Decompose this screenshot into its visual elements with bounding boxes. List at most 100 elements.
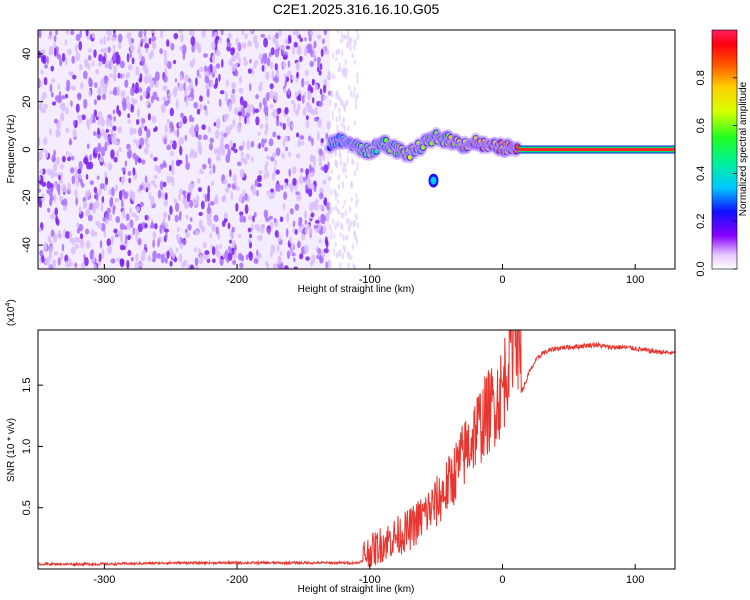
noise-speckle [166,89,170,95]
noise-fringe [334,102,337,110]
noise-speckle [275,182,278,192]
noise-speckle [135,118,140,125]
noise-speckle [75,33,81,42]
noise-speckle [323,84,327,94]
noise-speckle [286,250,291,260]
noise-speckle [116,55,119,65]
noise-fringe [337,173,340,181]
noise-speckle [166,61,172,70]
noise-speckle [123,191,129,200]
noise-speckle [145,142,150,149]
noise-speckle [225,126,231,135]
noise-speckle [143,243,147,248]
noise-speckle [129,127,134,136]
noise-speckle [74,262,78,268]
noise-speckle [253,60,257,69]
noise-speckle [199,254,204,265]
noise-speckle [75,103,80,113]
noise-speckle [204,254,210,260]
noise-speckle [121,209,126,219]
noise-fringe [330,228,333,235]
noise-speckle [141,250,144,261]
noise-speckle [185,202,190,209]
noise-speckle [129,207,133,215]
noise-speckle [170,166,175,176]
noise-speckle [176,226,180,233]
noise-speckle [258,84,263,92]
x-tick-label: -200 [226,574,248,586]
noise-speckle [320,137,324,144]
noise-speckle [313,159,316,168]
noise-fringe [345,69,348,76]
noise-speckle [117,72,121,79]
noise-speckle [40,69,44,75]
noise-speckle [264,146,268,152]
noise-speckle [207,202,211,213]
noise-speckle [266,91,270,102]
y-tick-label: 1.0 [21,439,33,454]
noise-speckle [78,160,83,171]
noise-speckle [230,47,235,56]
noise-speckle [178,193,181,202]
noise-speckle [286,116,290,127]
noise-speckle [70,246,76,255]
noise-speckle [73,172,79,180]
noise-speckle [178,30,184,34]
noise-speckle [204,108,209,117]
noise-speckle [118,230,123,238]
noise-speckle [93,264,97,269]
noise-speckle [215,118,221,127]
noise-fringe [334,162,338,168]
spectrogram-y-label: Frequency (Hz) [6,115,17,184]
noise-speckle [232,119,236,128]
noise-speckle [288,37,292,43]
noise-speckle [249,58,252,64]
noise-speckle [199,145,203,156]
noise-speckle [105,60,110,69]
noise-speckle [290,100,295,105]
noise-speckle [207,216,212,227]
noise-fringe [345,35,348,40]
noise-speckle [88,78,93,87]
noise-speckle [173,198,177,204]
snr-y-ticks: 0.5 1.0 1.5 [21,378,43,515]
noise-fringe [347,262,350,269]
noise-speckle [104,176,109,186]
noise-speckle [170,42,175,51]
noise-fringe [329,206,333,214]
noise-speckle [144,223,148,229]
noise-speckle [268,90,274,99]
snr-x-ticks: -300 -200 -100 0 100 [93,564,644,586]
noise-speckle [178,122,183,129]
noise-speckle [206,100,210,105]
noise-speckle [267,228,271,235]
noise-speckle [188,114,193,123]
noise-speckle [151,40,157,50]
noise-fringe [329,99,332,107]
noise-speckle [113,30,116,34]
noise-speckle [216,49,221,57]
noise-speckle [192,197,196,206]
noise-speckle [147,255,152,262]
spectrogram-x-label: Height of straight line (km) [298,284,415,295]
noise-speckle [105,128,110,133]
noise-speckle [221,58,224,68]
noise-speckle [213,83,218,89]
noise-speckle [295,30,300,38]
noise-speckle [242,189,245,195]
noise-speckle [123,225,128,230]
noise-speckle [184,74,189,83]
y-tick-label: 40 [21,48,33,60]
noise-speckle [163,197,168,207]
noise-speckle [107,162,113,171]
noise-speckle [322,95,327,100]
noise-speckle [276,244,280,253]
snr-frame [37,329,676,570]
noise-speckle [78,205,82,215]
noise-speckle [170,124,175,133]
noise-speckle [55,215,59,224]
noise-speckle [311,78,315,86]
noise-speckle [93,186,98,194]
noise-speckle [170,150,174,157]
